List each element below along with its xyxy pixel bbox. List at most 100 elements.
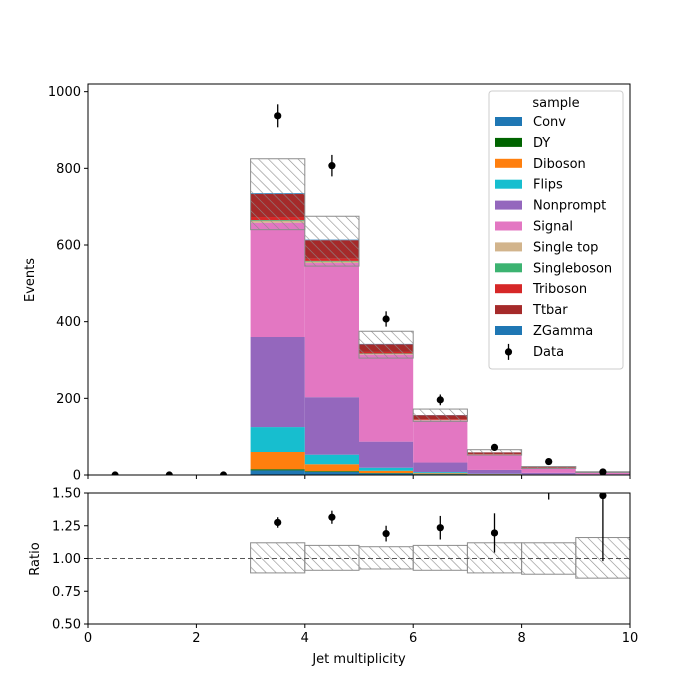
main-y-tick-label: 400 <box>56 315 81 330</box>
ratio-y-tick-label: 0.50 <box>52 618 81 633</box>
bar-dy-bin-3 <box>250 469 305 471</box>
bar-flips-bin-5 <box>359 467 414 471</box>
ratio-point <box>599 493 607 500</box>
main-y-axis-label: Events <box>23 258 38 302</box>
data-point <box>599 468 607 475</box>
bar-signal-bin-6 <box>413 420 468 463</box>
ratio-x-tick-label: 8 <box>517 631 525 646</box>
stacked-bars <box>250 193 630 475</box>
ratio-y-tick-label: 0.75 <box>52 585 81 600</box>
uncertainty-hatch-bin-3 <box>250 158 306 231</box>
ratio-y-tick-label: 1.50 <box>52 487 81 502</box>
bar-signal-bin-8 <box>521 468 576 473</box>
legend-label: Signal <box>533 220 573 235</box>
uncertainty-hatch-bin-8 <box>521 466 577 469</box>
main-y-tick-label: 0 <box>73 469 81 484</box>
legend-swatch <box>495 284 522 294</box>
main-y-tick-label: 1000 <box>48 85 81 100</box>
ratio-hatch-bin-6 <box>412 544 468 571</box>
legend: sample Conv DY Diboson Flips Nonprompt Signal… <box>488 90 624 370</box>
main-y-tick-label: 800 <box>56 162 81 177</box>
legend-swatch <box>495 263 522 273</box>
legend-label: Nonprompt <box>533 199 606 214</box>
bar-diboson-bin-5 <box>359 470 414 474</box>
legend-swatch <box>495 242 522 252</box>
bar-nonprompt-bin-8 <box>521 472 576 475</box>
bar-nonprompt-bin-6 <box>413 462 468 473</box>
data-point <box>111 471 119 475</box>
ratio-data-points <box>274 493 607 562</box>
legend-label: ZGamma <box>533 324 593 339</box>
ratio-x-tick-label: 0 <box>84 631 92 646</box>
ratio-x-tick-label: 6 <box>409 631 417 646</box>
legend-label: Flips <box>533 178 563 193</box>
data-point <box>219 471 228 475</box>
main-histogram-panel: 0 200 400 600 800 1000 Events sample Conv DY Di… <box>23 83 631 484</box>
bar-flips-bin-4 <box>304 454 359 465</box>
uncertainty-hatch-bin-6 <box>412 408 468 422</box>
legend-title: sample <box>532 96 579 111</box>
bar-dy-bin-4 <box>304 471 359 472</box>
bar-signal-bin-4 <box>304 263 359 398</box>
bar-signal-bin-3 <box>250 222 305 337</box>
bar-nonprompt-bin-3 <box>250 337 305 428</box>
data-point <box>545 457 553 466</box>
bar-diboson-bin-4 <box>304 464 359 472</box>
ratio-y-axis-label: Ratio <box>28 542 43 575</box>
legend-swatch <box>495 117 522 126</box>
bar-conv-bin-5 <box>359 473 414 475</box>
legend-swatch <box>495 221 522 231</box>
legend-label: Data <box>533 345 564 360</box>
ratio-y-ticks: 0.50 0.75 1.00 1.25 1.50 <box>52 487 88 633</box>
bar-signal-bin-5 <box>359 354 414 442</box>
legend-label: Ttbar <box>532 303 568 318</box>
legend-label: Triboson <box>532 282 587 297</box>
bar-flips-bin-3 <box>250 427 305 452</box>
legend-label: Single top <box>533 240 598 255</box>
ratio-point <box>274 518 282 527</box>
legend-swatch <box>495 305 522 315</box>
data-point <box>382 315 390 323</box>
main-axes-frame <box>87 83 631 476</box>
bar-conv-bin-3 <box>250 470 305 475</box>
bar-conv-bin-4 <box>304 471 359 475</box>
ratio-hatch-bin-4 <box>304 544 360 571</box>
bar-diboson-bin-3 <box>250 452 305 470</box>
ratio-y-tick-label: 1.00 <box>52 552 81 567</box>
legend-swatch <box>495 200 522 210</box>
legend-label: Singleboson <box>533 261 612 276</box>
legend-box <box>488 90 624 370</box>
ratio-point <box>490 529 499 537</box>
data-point <box>165 471 173 475</box>
ratio-x-tick-label: 10 <box>622 631 639 646</box>
ratio-uncertainty-band <box>250 537 630 579</box>
legend-label: Conv <box>533 115 566 130</box>
bar-flips-bin-6 <box>413 472 468 474</box>
data-point <box>436 396 444 404</box>
bar-signal-bin-7 <box>467 454 522 470</box>
data-points <box>111 104 607 475</box>
data-point <box>490 443 499 451</box>
legend-swatch <box>495 137 522 147</box>
main-y-tick-label: 600 <box>56 239 81 254</box>
ratio-hatch-bin-5 <box>358 546 414 570</box>
data-point <box>274 112 282 120</box>
ratio-x-tick-label: 2 <box>192 631 200 646</box>
bar-nonprompt-bin-5 <box>359 441 414 468</box>
uncertainty-hatch-bin-4 <box>304 215 360 267</box>
ratio-point <box>382 530 390 538</box>
ratio-hatch-bin-3 <box>250 542 306 574</box>
legend-label: DY <box>533 136 550 151</box>
legend-swatch <box>495 158 522 168</box>
main-y-tick-label: 200 <box>56 392 81 407</box>
hatched-uncertainty <box>250 158 630 474</box>
x-axis-label: Jet multiplicity <box>311 652 406 667</box>
ratio-x-tick-label: 4 <box>301 631 309 646</box>
bar-diboson-bin-6 <box>413 473 468 475</box>
ratio-panel: 0.50 0.75 1.00 1.25 1.50 0 2 4 6 8 10 Ratio Jet m… <box>28 487 639 668</box>
ratio-point <box>436 524 444 532</box>
legend-data-marker <box>504 348 513 356</box>
ratio-y-tick-label: 1.25 <box>52 519 81 534</box>
main-y-ticks: 0 200 400 600 800 1000 <box>48 85 88 484</box>
